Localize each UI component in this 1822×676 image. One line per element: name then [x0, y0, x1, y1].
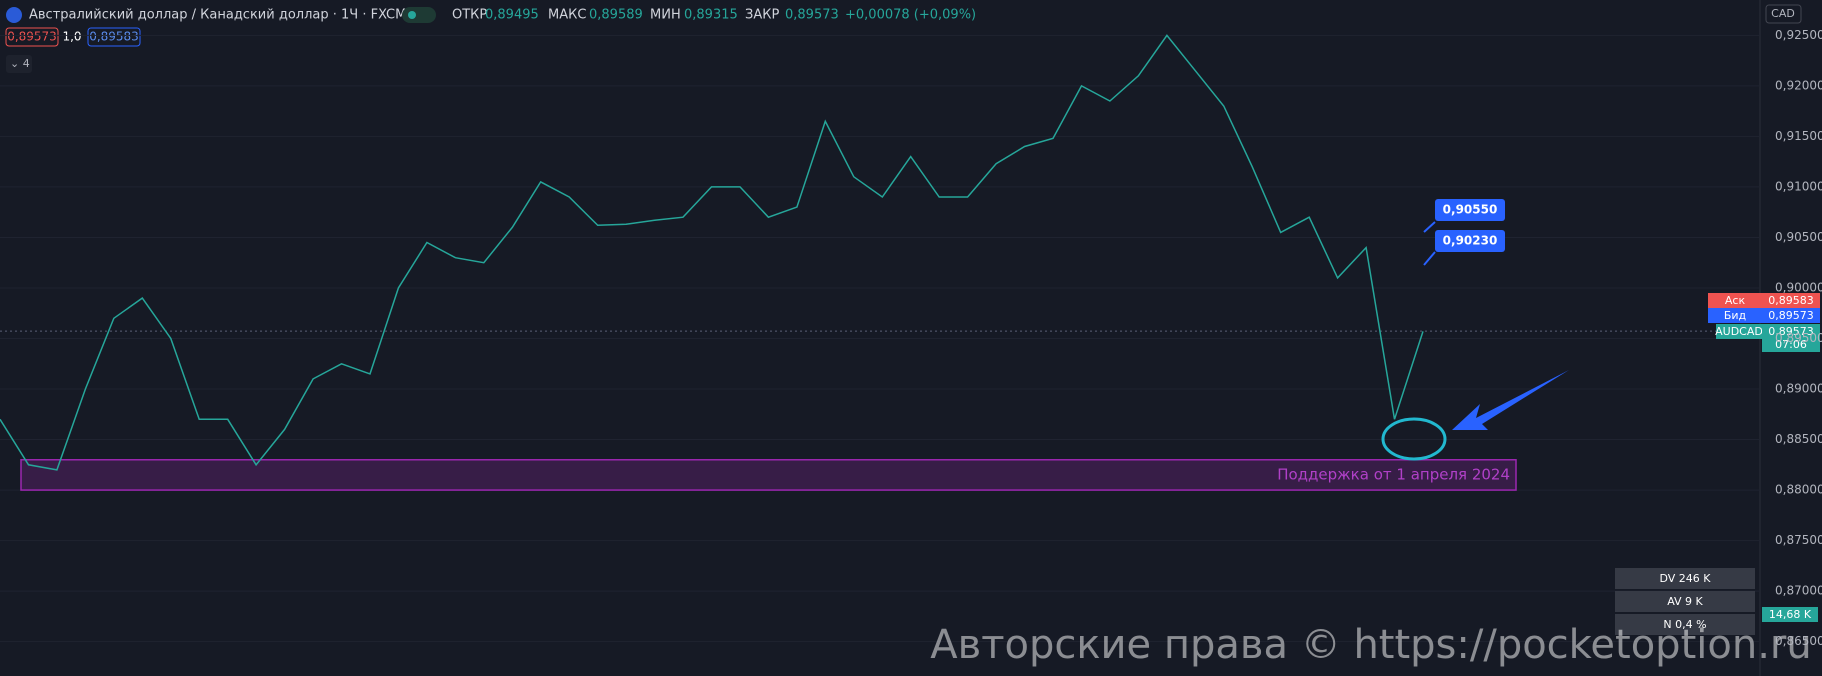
- stat-n: N 0,4 %: [1663, 618, 1706, 631]
- ask-label: Аск: [1725, 294, 1746, 307]
- pointer-arrow: [1452, 370, 1569, 430]
- ohlc-close: 0,89573: [785, 8, 839, 23]
- callout-leader: [1423, 221, 1436, 233]
- ohlc-high: 0,89589: [589, 8, 643, 23]
- ohlc-low-label: МИН: [650, 8, 681, 23]
- callout-box: [1435, 199, 1505, 221]
- indicators-count[interactable]: ⌄ 4: [10, 57, 30, 70]
- callout-lower: 0,90230: [1443, 234, 1498, 248]
- indicators-toggle[interactable]: [6, 55, 32, 73]
- y-tick-label: 0,90500: [1775, 230, 1822, 244]
- stat-av: AV 9 K: [1667, 595, 1703, 608]
- y-tick-label: 0,91000: [1775, 179, 1822, 193]
- callout-upper: 0,90550: [1443, 203, 1498, 217]
- stat-dv: DV 246 K: [1659, 572, 1711, 585]
- bid-tag: [1708, 308, 1762, 323]
- bid-label: Бид: [1724, 309, 1747, 322]
- symbol-label: AUDCAD: [1715, 325, 1763, 338]
- ohlc-open-label: ОТКР: [452, 8, 487, 23]
- highlight-circle: [1381, 417, 1447, 461]
- stats-row: [1615, 591, 1755, 612]
- currency-box[interactable]: [1765, 4, 1802, 24]
- callout-leader: [1423, 251, 1436, 266]
- ohlc-change: +0,00078 (+0,09%): [845, 8, 976, 23]
- support-zone: [20, 459, 1517, 491]
- symbol-title: Австралийский доллар / Канадский доллар …: [29, 8, 406, 23]
- currency[interactable]: CAD: [1771, 7, 1795, 20]
- y-tick-label: 0,88500: [1775, 432, 1822, 446]
- y-tick-label: 0,91500: [1775, 129, 1822, 143]
- market-status: [402, 7, 436, 23]
- y-tick-label: 0,89000: [1775, 382, 1822, 396]
- ohlc-high-label: МАКС: [548, 8, 586, 23]
- ohlc-close-label: ЗАКР: [745, 8, 779, 23]
- ask-tag: [1708, 293, 1762, 308]
- y-tick-label: 0,87500: [1775, 533, 1822, 547]
- symbol-tag: [1716, 324, 1762, 339]
- ohlc-low: 0,89315: [684, 8, 738, 23]
- last-price: 0,89573: [1768, 325, 1814, 338]
- y-tick-label: 0,92000: [1775, 78, 1822, 92]
- callout-box: [1435, 230, 1505, 252]
- buy-box[interactable]: [87, 27, 141, 47]
- watermark: Авторские права © https://pocketoption.r…: [930, 622, 1811, 668]
- market-status-dot: [408, 11, 416, 19]
- bar-countdown: 07:06: [1775, 338, 1807, 351]
- symbol-icon: [6, 7, 22, 23]
- buy-price[interactable]: 0,89583: [89, 30, 139, 44]
- ohlc-open: 0,89495: [485, 8, 539, 23]
- last-tag: [1762, 324, 1820, 352]
- y-tick-label: 0,90000: [1775, 280, 1822, 294]
- sell-price[interactable]: 0,89573: [7, 30, 57, 44]
- stats-row: [1615, 614, 1755, 635]
- support-label: Поддержка от 1 апреля 2024: [1277, 465, 1510, 483]
- y-tick-label: 0,86500: [1775, 634, 1822, 648]
- ask-price: 0,89583: [1768, 294, 1814, 307]
- y-tick-label: 0,92500: [1775, 28, 1822, 42]
- bid-tag: [1762, 308, 1820, 323]
- bid-price: 0,89573: [1768, 309, 1814, 322]
- sell-box[interactable]: [5, 27, 59, 47]
- plot-area: Поддержка от 1 апреля 2024: [0, 34, 1760, 643]
- price-line: [0, 34, 1424, 471]
- volume-value: 14,68 K: [1769, 608, 1812, 621]
- ask-tag: [1762, 293, 1820, 308]
- y-tick-label: 0,88000: [1775, 483, 1822, 497]
- spread: 1,0: [62, 30, 81, 44]
- volume-tag: [1762, 607, 1818, 622]
- y-tick-label: 0,87000: [1775, 584, 1822, 598]
- stats-row: [1615, 568, 1755, 589]
- y-tick-label: 0,89500: [1775, 331, 1822, 345]
